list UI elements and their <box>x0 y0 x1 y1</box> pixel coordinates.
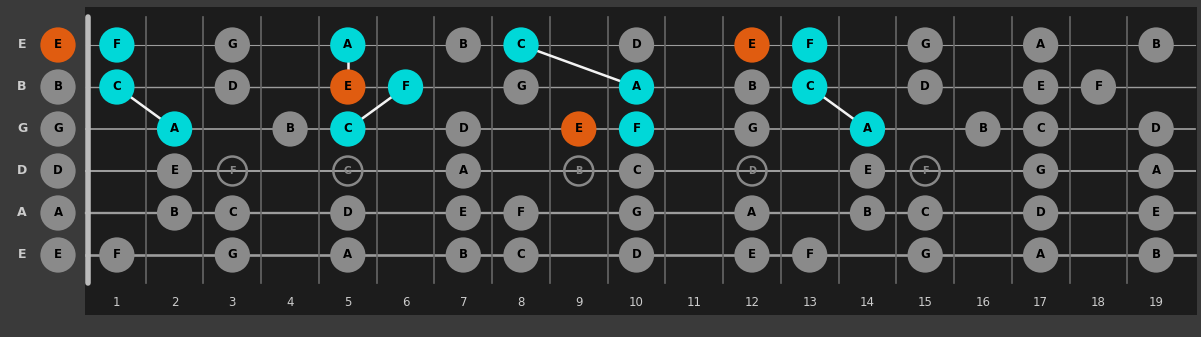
Circle shape <box>1023 69 1058 105</box>
Circle shape <box>41 153 76 189</box>
Text: C: C <box>806 81 814 93</box>
Text: A: A <box>862 123 872 135</box>
Circle shape <box>157 195 192 231</box>
Text: 14: 14 <box>860 297 876 309</box>
Circle shape <box>1139 195 1173 231</box>
Text: C: C <box>632 164 641 178</box>
Text: 9: 9 <box>575 297 582 309</box>
Text: E: E <box>171 164 179 178</box>
Text: B: B <box>979 123 987 135</box>
Text: A: A <box>53 207 62 219</box>
Text: 8: 8 <box>518 297 525 309</box>
Circle shape <box>561 111 597 147</box>
Circle shape <box>619 237 655 273</box>
Text: G: G <box>920 38 930 52</box>
Circle shape <box>446 153 480 189</box>
Text: G: G <box>227 38 238 52</box>
Text: C: C <box>1036 123 1045 135</box>
Circle shape <box>1023 27 1058 63</box>
Text: A: A <box>459 164 468 178</box>
Circle shape <box>215 27 250 63</box>
Text: E: E <box>54 248 62 262</box>
Circle shape <box>1023 153 1058 189</box>
Text: F: F <box>229 166 235 176</box>
Text: G: G <box>747 123 757 135</box>
Circle shape <box>1139 153 1173 189</box>
Circle shape <box>793 237 827 273</box>
Text: B: B <box>747 81 757 93</box>
Text: 5: 5 <box>345 297 352 309</box>
Text: G: G <box>1035 164 1046 178</box>
Text: E: E <box>54 38 62 52</box>
Text: 18: 18 <box>1091 297 1106 309</box>
Text: F: F <box>633 123 640 135</box>
Text: D: D <box>920 81 930 93</box>
Text: A: A <box>632 81 641 93</box>
Circle shape <box>100 27 135 63</box>
Circle shape <box>446 195 480 231</box>
Text: 3: 3 <box>228 297 237 309</box>
Circle shape <box>908 195 943 231</box>
Circle shape <box>273 111 307 147</box>
Circle shape <box>908 27 943 63</box>
Text: E: E <box>748 248 755 262</box>
Circle shape <box>446 111 480 147</box>
Text: A: A <box>343 38 352 52</box>
Circle shape <box>850 195 885 231</box>
Text: B: B <box>864 207 872 219</box>
Text: D: D <box>632 38 641 52</box>
Text: 11: 11 <box>687 297 701 309</box>
Circle shape <box>619 111 655 147</box>
Text: 6: 6 <box>402 297 410 309</box>
Circle shape <box>330 27 365 63</box>
Circle shape <box>966 111 1000 147</box>
Text: D: D <box>748 166 755 176</box>
Circle shape <box>388 69 423 105</box>
Circle shape <box>734 195 770 231</box>
Circle shape <box>157 153 192 189</box>
Circle shape <box>330 237 365 273</box>
Text: E: E <box>575 123 582 135</box>
Text: F: F <box>113 248 121 262</box>
Text: B: B <box>1152 248 1160 262</box>
Text: E: E <box>1152 207 1160 219</box>
Circle shape <box>446 237 480 273</box>
Circle shape <box>850 111 885 147</box>
Circle shape <box>1023 195 1058 231</box>
Text: E: E <box>343 81 352 93</box>
Text: F: F <box>922 166 928 176</box>
Circle shape <box>215 195 250 231</box>
Text: D: D <box>227 81 238 93</box>
Text: D: D <box>53 164 62 178</box>
Text: 16: 16 <box>975 297 991 309</box>
Circle shape <box>446 27 480 63</box>
Circle shape <box>1139 237 1173 273</box>
Text: D: D <box>1152 123 1161 135</box>
Text: 17: 17 <box>1033 297 1048 309</box>
Text: F: F <box>516 207 525 219</box>
Circle shape <box>619 195 655 231</box>
Circle shape <box>215 69 250 105</box>
Text: 7: 7 <box>460 297 467 309</box>
Circle shape <box>619 153 655 189</box>
Circle shape <box>330 69 365 105</box>
Circle shape <box>908 237 943 273</box>
Circle shape <box>41 27 76 63</box>
Text: 1: 1 <box>113 297 120 309</box>
Text: B: B <box>459 38 467 52</box>
Text: D: D <box>632 248 641 262</box>
Circle shape <box>503 237 539 273</box>
Text: 4: 4 <box>286 297 294 309</box>
Text: G: G <box>343 166 352 176</box>
Circle shape <box>503 27 539 63</box>
Text: C: C <box>343 123 352 135</box>
Circle shape <box>41 237 76 273</box>
Circle shape <box>734 237 770 273</box>
Text: C: C <box>921 207 930 219</box>
Text: D: D <box>343 207 353 219</box>
Text: E: E <box>1036 81 1045 93</box>
Text: G: G <box>17 123 28 135</box>
Text: 15: 15 <box>918 297 933 309</box>
Text: C: C <box>516 38 525 52</box>
